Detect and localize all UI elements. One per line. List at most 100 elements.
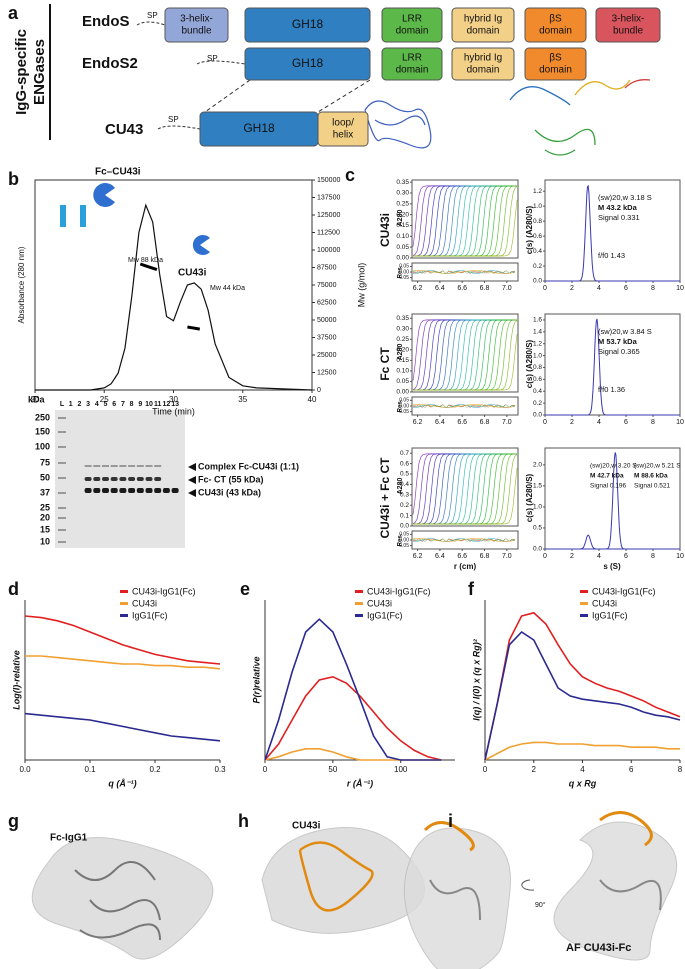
y2-tick-label: 75000 — [317, 282, 337, 289]
legend-label: IgG1(Fc) — [367, 610, 403, 620]
band — [154, 465, 162, 467]
res-frame — [411, 396, 519, 416]
marker-label: 150 — [35, 426, 50, 436]
domain-box — [244, 47, 371, 81]
cs-x-tick-label: 6 — [624, 553, 628, 560]
cs-annotation: f/f0 1.43 — [598, 251, 625, 260]
raw-x-tick-label: 6.4 — [435, 285, 445, 292]
domain-box — [451, 47, 515, 81]
cs-y-tick-label: 1.5 — [533, 483, 542, 490]
raw-y-tick-label: 0.5 — [400, 471, 409, 478]
band — [145, 465, 153, 467]
x-tick-label: 0.1 — [84, 765, 96, 774]
marker-label: 20 — [40, 512, 50, 522]
marker-band — [58, 517, 66, 519]
raw-x-label: r (cm) — [454, 562, 477, 571]
residual — [412, 404, 516, 408]
band — [119, 488, 127, 493]
lane-label: 13 — [171, 401, 179, 408]
cs-y-tick-label: 1.4 — [533, 329, 542, 336]
raw-x-tick-label: 7.0 — [502, 285, 512, 292]
y-axis-label: Absorbance (280 nm) — [17, 246, 26, 323]
cs-y-label: c(s) (A280/S) — [525, 339, 534, 388]
gel-annotation: Complex Fc-CU43i (1:1) — [198, 461, 299, 471]
series-line — [24, 712, 221, 742]
cs-annotation: f/f0 1.36 — [598, 385, 625, 394]
x-axis-label: q (Å⁻¹) — [108, 778, 136, 788]
y-axis-label: I(q) / I(0) x (q x Rg)² — [471, 638, 481, 720]
residual — [412, 270, 516, 274]
marker-band — [58, 446, 66, 448]
res-y-tick-label: -0.05 — [398, 543, 410, 549]
raw-y-tick-label: 0.1 — [400, 512, 409, 519]
panel-letter: a — [8, 3, 19, 23]
domain-label: hybrid Ig — [464, 53, 502, 64]
panel-letter: d — [8, 579, 19, 599]
icons-b — [60, 183, 210, 255]
y2-tick-label: 150000 — [317, 177, 340, 184]
marker-label: 37 — [40, 487, 50, 497]
raw-x-tick-label: 6.6 — [457, 285, 467, 292]
marker-band — [58, 507, 66, 509]
raw-y-tick-label: 0.0 — [400, 523, 409, 530]
domain-label: domain — [539, 65, 572, 76]
cs-x-tick-label: 2 — [570, 553, 574, 560]
gel-annotation: CU43i (43 kDa) — [198, 487, 261, 497]
x-tick-label: 0 — [263, 765, 268, 774]
cs-annotation: (sw)20,w 3.84 S — [598, 327, 652, 336]
lane-label: 2 — [77, 401, 81, 408]
series-line — [484, 741, 680, 761]
cs-x-tick-label: 4 — [597, 553, 601, 560]
y2-tick-label: 125000 — [317, 212, 340, 219]
series-line — [484, 611, 681, 761]
domain-label: βS — [549, 14, 562, 25]
marker-band — [58, 462, 66, 464]
marker-label: 50 — [40, 472, 50, 482]
x-tick-label: 30 — [169, 395, 178, 404]
y2-tick-label: 137500 — [317, 194, 340, 201]
raw-y-tick-label: 0.20 — [396, 211, 409, 218]
raw-y-tick-label: 0.6 — [400, 460, 409, 467]
legend-swatch — [580, 590, 588, 593]
res-label: Res. — [398, 533, 404, 546]
cs-annotation: (sw)20,w 3.20 S — [590, 463, 637, 470]
res-y-tick-label: -0.05 — [398, 409, 410, 415]
raw-y-tick-label: 0.10 — [396, 368, 409, 375]
band — [110, 465, 118, 467]
cs-x-tick-label: 10 — [676, 285, 684, 292]
cs-x-tick-label: 4 — [597, 419, 601, 426]
series-line — [139, 262, 158, 272]
cs-y-tick-label: 1.0 — [533, 504, 542, 511]
marker-band — [58, 477, 66, 479]
band — [154, 488, 162, 493]
row-label: Fc CT — [378, 347, 392, 381]
band — [154, 477, 162, 481]
domain-label: LRR — [402, 14, 422, 25]
raw-y-tick-label: 0.2 — [400, 502, 409, 509]
raw-y-tick-label: 0.00 — [396, 255, 409, 262]
lane-label: 1 — [69, 401, 73, 408]
domain-label: bundle — [181, 26, 211, 37]
band — [84, 465, 92, 467]
res-label: Res. — [398, 265, 404, 278]
sp-tail — [196, 60, 246, 65]
y-axis-label: Log(I)-relative — [11, 650, 21, 710]
cs-y-tick-label: 0.0 — [533, 278, 542, 285]
legend-label: CU43i-IgG1(Fc) — [592, 586, 656, 596]
cs-y-tick-label: 0.8 — [533, 364, 542, 371]
res-y-tick-label: 0.05 — [399, 532, 409, 538]
cs-annotation: Signal 0.365 — [598, 347, 640, 356]
cs-y-tick-label: 1.2 — [533, 340, 542, 347]
cs-y-tick-label: 1.6 — [533, 317, 542, 324]
y2-tick-label: 25000 — [317, 352, 337, 359]
marker-band — [58, 492, 66, 494]
arrowhead — [188, 476, 196, 484]
row-label: CU43i — [378, 213, 392, 247]
series-line — [24, 615, 221, 665]
sp-tail — [136, 21, 166, 26]
series-line — [25, 655, 221, 670]
res-y-tick-label: 0.00 — [399, 403, 409, 409]
raw-y-tick-label: 0.3 — [400, 492, 409, 499]
annotation: Fc–CU43i — [95, 167, 141, 178]
